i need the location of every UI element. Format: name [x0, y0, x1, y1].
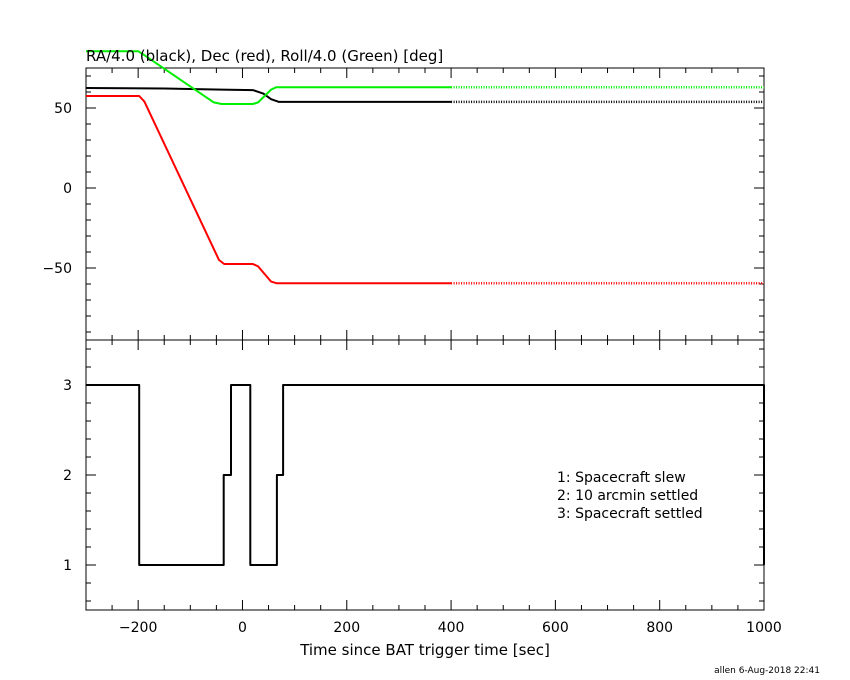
x-tick-label: 1000: [746, 620, 782, 636]
top-frame: [85, 67, 765, 341]
x-tick-label: 200: [333, 620, 360, 636]
y-tick-label: 0: [63, 181, 72, 197]
y-tick-label: 1: [63, 558, 72, 574]
x-tick-label: 400: [438, 620, 465, 636]
x-tick-label: 0: [238, 620, 247, 636]
roll-4-0-series: [86, 50, 452, 105]
x-tick-label: 800: [646, 620, 673, 636]
annotation-settled: 3: Spacecraft settled: [557, 506, 703, 522]
chart-title: RA/4.0 (black), Dec (red), Roll/4.0 (Gre…: [86, 47, 443, 65]
x-tick-label: 600: [542, 620, 569, 636]
dec-series: [86, 95, 452, 285]
footer-credit: allen 6-Aug-2018 22:41: [714, 666, 820, 676]
y-tick-label: 3: [63, 378, 72, 394]
attitude-panel: 50 0 −50: [42, 50, 765, 341]
y-tick-label: 2: [63, 468, 72, 484]
y-tick-label: −50: [42, 261, 72, 277]
x-axis-label: Time since BAT trigger time [sec]: [299, 641, 550, 659]
x-tick-label: −200: [119, 620, 157, 636]
y-tick-label: 50: [54, 101, 72, 117]
settle-status-panel: 1 2 3 −200 0 200 400 600 800 1000: [63, 339, 782, 636]
status-series: [86, 384, 765, 566]
annotation-10arcmin: 2: 10 arcmin settled: [557, 488, 698, 504]
annotation-slew: 1: Spacecraft slew: [557, 470, 686, 486]
ra-4-0-series: [85, 87, 452, 103]
